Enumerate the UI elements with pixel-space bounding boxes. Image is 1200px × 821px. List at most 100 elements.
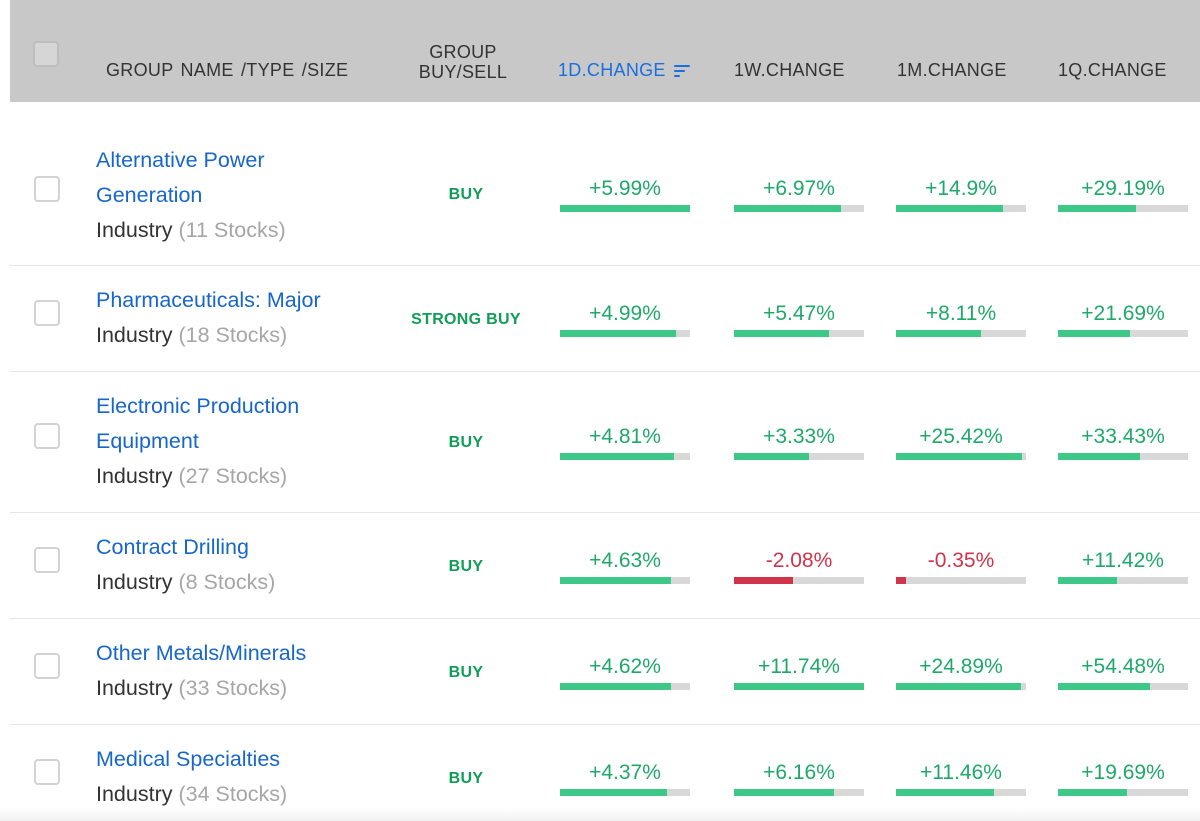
buy-sell-signal: BUY bbox=[448, 434, 484, 451]
change-bar bbox=[896, 453, 1026, 460]
group-type-line: Industry (34 Stocks) bbox=[96, 777, 396, 812]
change-value: -0.35% bbox=[927, 549, 995, 572]
change-bar bbox=[560, 453, 690, 460]
change-d1-cell: +4.62% bbox=[560, 655, 690, 690]
change-d1-cell: +4.99% bbox=[560, 302, 690, 337]
change-bar-fill bbox=[560, 453, 675, 460]
group-type: Industry bbox=[96, 676, 173, 700]
header-group-buy-sell[interactable]: GROUP BUY/SELL bbox=[410, 42, 516, 82]
change-bar bbox=[734, 683, 864, 690]
group-name-link[interactable]: Electronic Production bbox=[96, 394, 300, 418]
change-m1-cell: +14.9% bbox=[896, 177, 1026, 212]
header-1q-change[interactable]: 1Q.CHANGE bbox=[1058, 60, 1167, 80]
row-checkbox[interactable] bbox=[34, 176, 60, 202]
stock-count: (18 Stocks) bbox=[178, 323, 288, 347]
change-q1-cell: +21.69% bbox=[1058, 302, 1188, 337]
table-row[interactable]: Contract Drilling Industry (8 Stocks) BUY +… bbox=[10, 512, 1200, 619]
change-bar-fill bbox=[1058, 789, 1127, 796]
table-row[interactable]: Alternative Power Generation Industry (11 … bbox=[10, 104, 1200, 266]
row-checkbox[interactable] bbox=[34, 653, 60, 679]
change-bar bbox=[896, 577, 1026, 584]
change-value: +4.63% bbox=[589, 549, 661, 572]
group-type-line: Industry (27 Stocks) bbox=[96, 459, 396, 494]
change-bar-fill bbox=[896, 789, 994, 796]
table-row[interactable]: Electronic Production Equipment Industry (… bbox=[10, 371, 1200, 513]
change-bar-fill bbox=[734, 683, 864, 690]
change-bar-fill bbox=[734, 205, 841, 212]
group-name-link[interactable]: Alternative Power bbox=[96, 148, 265, 172]
header-1d-label: 1D.CHANGE bbox=[558, 60, 666, 80]
change-bar bbox=[1058, 453, 1188, 460]
table-row[interactable]: Other Metals/Minerals Industry (33 Stocks… bbox=[10, 618, 1200, 725]
change-m1-cell: +24.89% bbox=[896, 655, 1026, 690]
change-value: +24.89% bbox=[919, 655, 1003, 678]
change-q1-cell: +54.48% bbox=[1058, 655, 1188, 690]
change-value: +4.37% bbox=[589, 761, 661, 784]
header-1m-change[interactable]: 1M.CHANGE bbox=[897, 60, 1007, 80]
table-row[interactable]: Pharmaceuticals: Major Industry (18 Stock… bbox=[10, 265, 1200, 372]
change-value: +5.47% bbox=[763, 302, 835, 325]
group-type: Industry bbox=[96, 323, 173, 347]
row-checkbox[interactable] bbox=[34, 300, 60, 326]
change-bar bbox=[560, 789, 690, 796]
group-type-line: Industry (33 Stocks) bbox=[96, 671, 396, 706]
change-bar-fill bbox=[734, 577, 793, 584]
group-type: Industry bbox=[96, 218, 173, 242]
buy-sell-signal: BUY bbox=[448, 770, 484, 787]
change-bar bbox=[560, 205, 690, 212]
change-bar-fill bbox=[1058, 205, 1136, 212]
change-bar-fill bbox=[560, 577, 671, 584]
change-d1-cell: +4.37% bbox=[560, 761, 690, 796]
change-m1-cell: +25.42% bbox=[896, 425, 1026, 460]
change-bar-fill bbox=[734, 789, 835, 796]
change-bar-fill bbox=[1058, 683, 1151, 690]
group-name-link[interactable]: Other Metals/Minerals bbox=[96, 641, 307, 665]
group-name-link[interactable]: Pharmaceuticals: Major bbox=[96, 288, 321, 312]
header-top-strip bbox=[10, 0, 1200, 12]
change-bar bbox=[734, 789, 864, 796]
header-1d-change[interactable]: 1D.CHANGE bbox=[558, 60, 690, 81]
group-name-link-line2[interactable]: Equipment bbox=[96, 429, 199, 453]
change-value: +4.62% bbox=[589, 655, 661, 678]
sort-descending-icon[interactable] bbox=[673, 64, 690, 78]
change-bar bbox=[734, 453, 864, 460]
change-bar bbox=[734, 577, 864, 584]
change-w1-cell: +6.97% bbox=[734, 177, 864, 212]
header-group-name[interactable]: GROUP NAME /TYPE /SIZE bbox=[106, 60, 349, 80]
group-name-cell: Medical Specialties Industry (34 Stocks) bbox=[96, 742, 396, 812]
buy-sell-signal: STRONG BUY bbox=[411, 311, 521, 328]
row-checkbox[interactable] bbox=[34, 423, 60, 449]
change-value: +29.19% bbox=[1081, 177, 1165, 200]
table-row[interactable]: Medical Specialties Industry (34 Stocks) B… bbox=[10, 724, 1200, 821]
change-value: +11.46% bbox=[920, 761, 1002, 784]
group-name-link-line2[interactable]: Generation bbox=[96, 183, 203, 207]
change-value: +19.69% bbox=[1081, 761, 1165, 784]
change-bar bbox=[734, 330, 864, 337]
change-bar bbox=[1058, 205, 1188, 212]
row-checkbox[interactable] bbox=[34, 759, 60, 785]
change-q1-cell: +29.19% bbox=[1058, 177, 1188, 212]
group-name-link[interactable]: Contract Drilling bbox=[96, 535, 249, 559]
group-type: Industry bbox=[96, 464, 173, 488]
change-d1-cell: +4.63% bbox=[560, 549, 690, 584]
group-type-line: Industry (11 Stocks) bbox=[96, 213, 396, 248]
change-bar-fill bbox=[734, 453, 810, 460]
group-name-cell: Alternative Power Generation Industry (11 … bbox=[96, 143, 396, 248]
change-m1-cell: +11.46% bbox=[896, 761, 1026, 796]
change-bar bbox=[734, 205, 864, 212]
change-w1-cell: +3.33% bbox=[734, 425, 864, 460]
select-all-checkbox[interactable] bbox=[33, 41, 59, 67]
change-q1-cell: +19.69% bbox=[1058, 761, 1188, 796]
change-w1-cell: -2.08% bbox=[734, 549, 864, 584]
group-name-cell: Contract Drilling Industry (8 Stocks) bbox=[96, 530, 396, 600]
change-bar-fill bbox=[896, 577, 907, 584]
change-bar bbox=[896, 789, 1026, 796]
change-value: +11.74% bbox=[758, 655, 840, 678]
change-bar-fill bbox=[896, 683, 1021, 690]
change-value: +54.48% bbox=[1081, 655, 1165, 678]
group-name-link[interactable]: Medical Specialties bbox=[96, 747, 281, 771]
change-m1-cell: -0.35% bbox=[896, 549, 1026, 584]
row-checkbox[interactable] bbox=[34, 547, 60, 573]
header-1w-change[interactable]: 1W.CHANGE bbox=[734, 60, 845, 80]
group-type: Industry bbox=[96, 570, 173, 594]
